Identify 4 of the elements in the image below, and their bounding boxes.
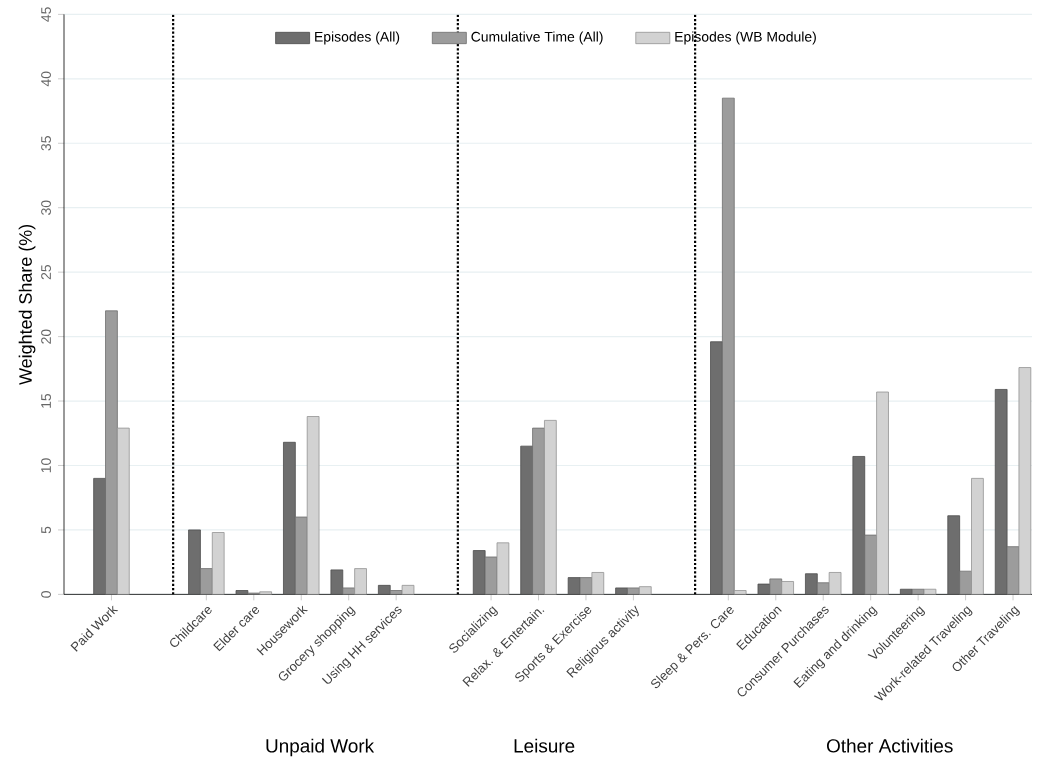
y-axis-title: Weighted Share (%) [18,224,36,385]
text: Leisure [514,738,575,753]
text: Unpaid Work [266,738,375,757]
text: Other Activities [826,738,953,753]
